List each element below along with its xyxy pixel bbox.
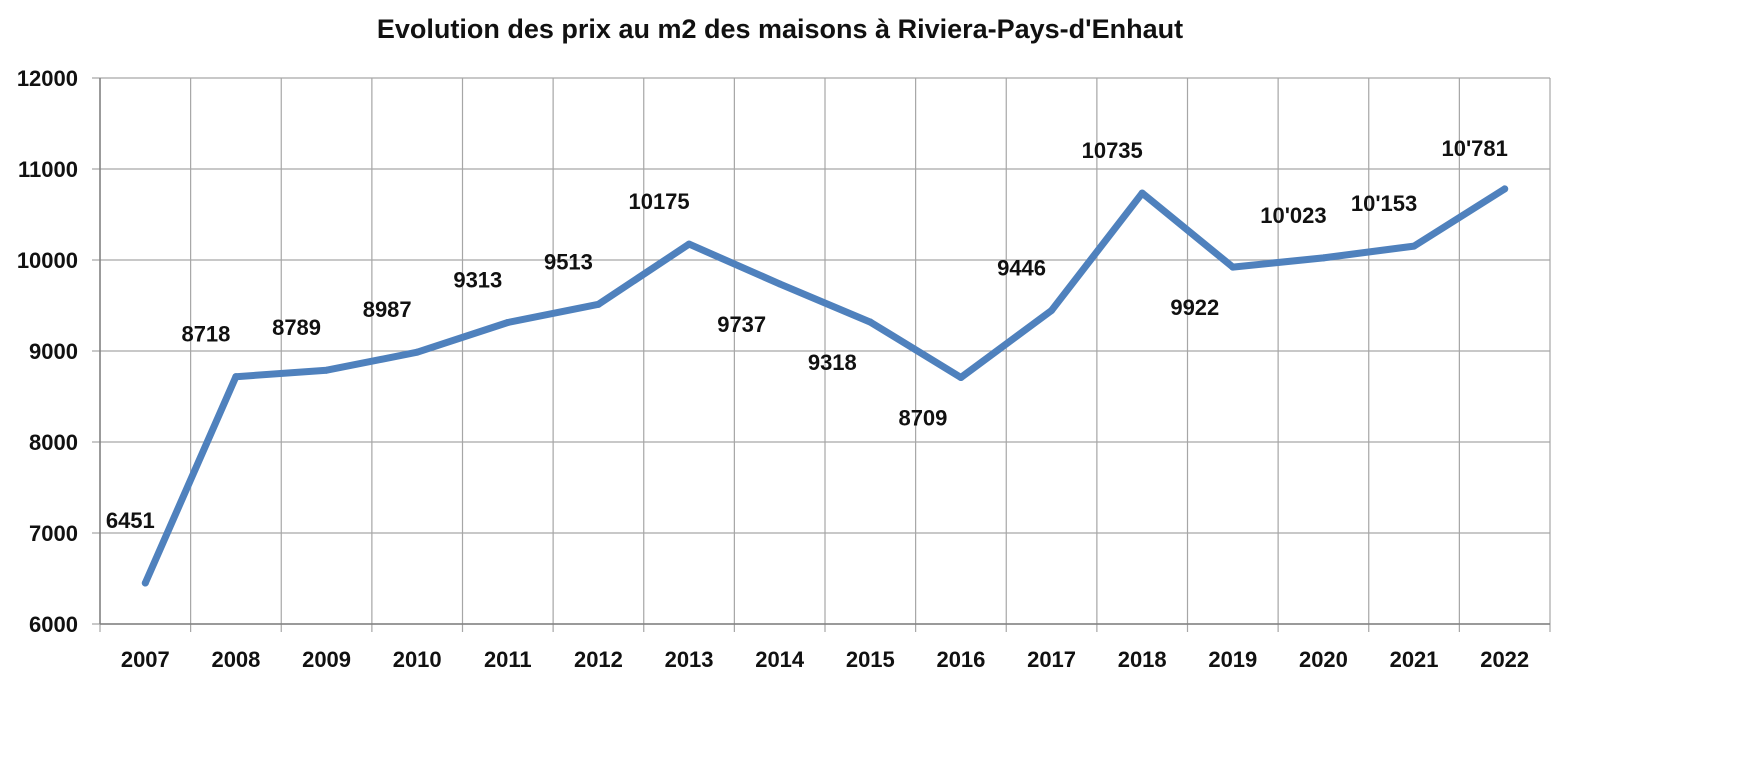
x-axis-ticks: 2007 2008 2009 2010 2011 2012 2013 2014 2015 2016… — [121, 647, 1529, 672]
data-point — [1048, 306, 1056, 314]
x-tick-label: 2009 — [302, 647, 351, 672]
data-point — [323, 366, 331, 374]
data-label: 9737 — [717, 312, 766, 337]
x-tick-label: 2010 — [393, 647, 442, 672]
x-tick-label: 2013 — [665, 647, 714, 672]
y-tick-label: 9000 — [29, 339, 78, 364]
data-label: 10'023 — [1260, 203, 1326, 228]
data-point — [685, 240, 693, 248]
data-point — [504, 319, 512, 327]
data-point — [141, 579, 149, 587]
y-axis-ticks: 6000 7000 8000 9000 10000 11000 12000 — [17, 66, 78, 637]
data-point — [1501, 185, 1509, 193]
data-point — [1319, 254, 1327, 262]
series-line-path — [141, 185, 1509, 587]
x-tick-label: 2014 — [755, 647, 805, 672]
x-tick-label: 2019 — [1208, 647, 1257, 672]
axes — [99, 78, 1550, 625]
x-tick-label: 2016 — [936, 647, 985, 672]
x-tick-label: 2022 — [1480, 647, 1529, 672]
x-tick-label: 2015 — [846, 647, 895, 672]
x-tick-label: 2021 — [1390, 647, 1439, 672]
data-label: 8718 — [181, 322, 230, 347]
x-tick-label: 2007 — [121, 647, 170, 672]
data-point — [1138, 189, 1146, 197]
y-tick-label: 11000 — [18, 157, 78, 182]
data-label: 8789 — [272, 315, 321, 340]
data-label: 10735 — [1082, 138, 1143, 163]
data-label: 9922 — [1170, 295, 1219, 320]
data-point — [232, 373, 240, 381]
y-tick-label: 6000 — [29, 612, 78, 637]
data-label: 10175 — [628, 189, 689, 214]
data-point — [957, 373, 965, 381]
data-label: 8987 — [363, 297, 412, 322]
x-tick-label: 2008 — [211, 647, 260, 672]
x-tick-label: 2018 — [1118, 647, 1167, 672]
x-tick-label: 2017 — [1027, 647, 1076, 672]
y-tick-label: 10000 — [17, 248, 78, 273]
line-chart: 6000 7000 8000 9000 10000 11000 12000 2007 2008… — [17, 66, 1551, 672]
x-tick-label: 2020 — [1299, 647, 1348, 672]
data-point — [776, 280, 784, 288]
data-label: 6451 — [106, 508, 155, 533]
data-label: 10'153 — [1351, 191, 1417, 216]
data-label: 9318 — [808, 350, 857, 375]
data-label: 8709 — [898, 405, 947, 430]
x-tick-label: 2011 — [484, 647, 532, 672]
data-label: 10'781 — [1441, 136, 1507, 161]
y-tick-label: 8000 — [29, 430, 78, 455]
data-point — [1229, 263, 1237, 271]
data-label: 9513 — [544, 249, 593, 274]
data-label: 9446 — [997, 255, 1046, 280]
data-point — [1410, 242, 1418, 250]
y-tick-label: 7000 — [29, 521, 78, 546]
data-point — [866, 318, 874, 326]
series-line — [141, 185, 1509, 587]
data-labels: 6451 8718 8789 8987 9313 9513 10175 9737 9318 870… — [106, 136, 1508, 533]
data-label: 9313 — [453, 268, 502, 293]
data-point — [594, 300, 602, 308]
y-tick-label: 12000 — [17, 66, 78, 91]
data-point — [413, 348, 421, 356]
x-tick-label: 2012 — [574, 647, 623, 672]
chart-title: Evolution des prix au m2 des maisons à R… — [376, 14, 1184, 44]
